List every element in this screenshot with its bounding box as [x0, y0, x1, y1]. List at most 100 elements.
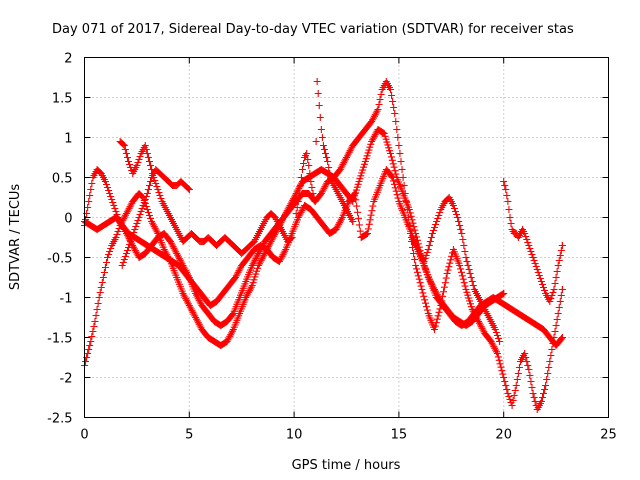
data-point: [375, 101, 383, 108]
data-point: [529, 254, 537, 261]
data-point: [551, 280, 559, 287]
data-point: [373, 107, 381, 115]
data-point: [390, 163, 398, 171]
data-point: [121, 253, 129, 260]
data-point: [109, 199, 117, 206]
data-point: [92, 312, 100, 319]
data-point: [125, 158, 133, 165]
data-points: [81, 78, 566, 413]
data-point: [114, 228, 122, 235]
data-point: [136, 153, 144, 160]
data-point: [461, 248, 469, 255]
data-point: [463, 258, 471, 265]
data-point: [377, 91, 385, 98]
data-point: [497, 363, 505, 371]
data-point: [435, 308, 443, 316]
data-point: [502, 186, 510, 193]
data-point: [423, 306, 431, 314]
data-point: [445, 263, 453, 271]
data-point: [499, 370, 507, 378]
data-point: [88, 180, 96, 187]
data-point: [544, 370, 552, 377]
data-point: [528, 384, 536, 391]
data-point: [521, 350, 529, 357]
data-point: [123, 247, 131, 254]
data-point: [504, 390, 512, 397]
data-point: [426, 238, 434, 245]
series-track-g: [292, 78, 357, 225]
data-point: [325, 164, 333, 171]
x-tick-label: 0: [80, 428, 88, 443]
data-point: [537, 398, 545, 405]
data-point: [108, 196, 116, 203]
data-point: [456, 262, 464, 269]
data-point: [558, 242, 566, 249]
data-point: [363, 230, 371, 237]
y-tick-label: 1.5: [52, 92, 73, 107]
data-point: [508, 402, 516, 409]
data-point: [152, 180, 160, 187]
data-point: [323, 154, 331, 161]
data-point: [137, 208, 145, 215]
data-point: [494, 335, 502, 342]
data-point: [354, 215, 362, 223]
data-point: [413, 265, 421, 273]
data-point: [393, 191, 401, 199]
data-point: [107, 193, 115, 200]
data-point: [525, 242, 533, 249]
chart-title: Day 071 of 2017, Sidereal Day-to-day VTE…: [52, 22, 574, 37]
data-point: [350, 191, 358, 199]
data-point: [451, 208, 459, 215]
data-point: [422, 252, 430, 259]
data-point: [458, 272, 466, 280]
data-point: [545, 364, 553, 371]
data-point: [420, 258, 428, 265]
data-point: [554, 310, 562, 317]
data-point: [128, 235, 136, 242]
data-point: [409, 219, 417, 227]
y-tick-label: -0.5: [47, 252, 72, 267]
data-point: [503, 192, 511, 199]
data-point: [91, 318, 99, 325]
data-point: [95, 294, 103, 301]
data-point: [549, 289, 557, 296]
data-point: [527, 378, 535, 385]
data-point: [440, 288, 448, 296]
data-point: [367, 211, 375, 219]
data-point: [399, 174, 407, 181]
data-point: [536, 275, 544, 282]
data-point: [296, 182, 304, 189]
data-point: [389, 160, 397, 168]
data-point: [500, 290, 508, 297]
x-tick-label: 10: [286, 428, 303, 443]
data-point: [101, 178, 109, 185]
data-point: [135, 156, 143, 163]
data-point: [387, 86, 395, 93]
data-point: [556, 298, 564, 305]
data-point: [513, 376, 521, 383]
data-point: [320, 146, 328, 153]
data-point: [526, 372, 534, 379]
data-point: [97, 284, 105, 291]
data-point: [356, 227, 364, 235]
data-point: [419, 289, 427, 297]
data-point: [455, 218, 463, 225]
data-point: [558, 286, 566, 293]
data-point: [103, 259, 111, 266]
data-point: [557, 292, 565, 299]
data-point: [133, 220, 141, 227]
data-point: [428, 230, 436, 237]
data-point: [104, 254, 112, 261]
data-point: [446, 259, 454, 267]
data-point: [410, 250, 418, 257]
data-point: [427, 234, 435, 241]
data-point: [434, 312, 442, 320]
data-point: [322, 150, 330, 157]
data-point: [414, 272, 422, 280]
data-point: [459, 275, 467, 283]
data-point: [443, 270, 451, 277]
data-point: [396, 150, 404, 157]
data-point: [431, 326, 439, 333]
data-point: [134, 217, 142, 224]
data-point: [464, 262, 472, 269]
